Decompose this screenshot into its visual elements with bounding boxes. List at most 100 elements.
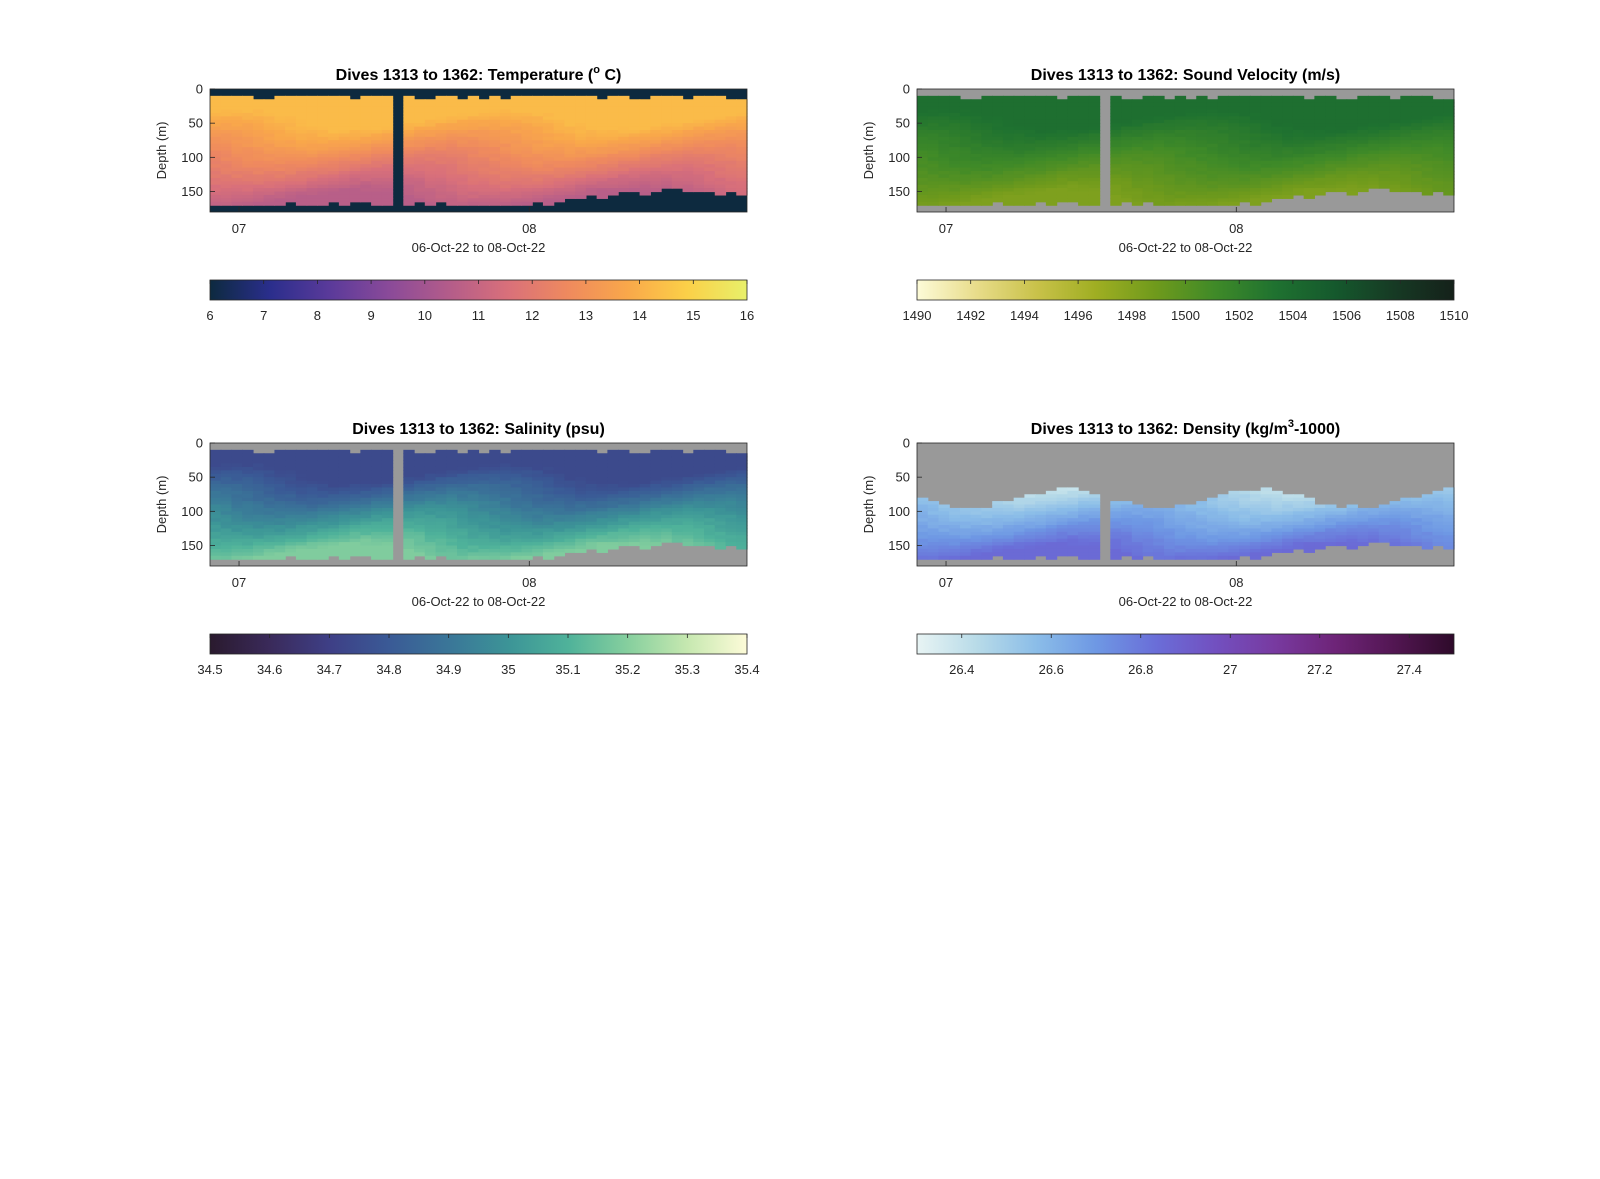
heatmap-cell — [639, 123, 651, 128]
heatmap-cell — [992, 150, 1004, 155]
heatmap-cell — [1432, 99, 1444, 104]
heatmap-cell — [532, 140, 544, 145]
heatmap-cell — [1035, 494, 1047, 499]
heatmap-cell — [220, 531, 233, 536]
axes-box — [916, 88, 1455, 213]
heatmap-cell — [532, 507, 544, 512]
heatmap-cell — [693, 177, 705, 182]
heatmap-cell — [532, 157, 544, 162]
heatmap-cell — [242, 191, 254, 196]
heatmap-cell — [618, 449, 630, 454]
heatmap-cell — [1002, 501, 1015, 506]
heatmap-cell — [542, 164, 555, 169]
heatmap-cell — [231, 201, 243, 206]
heatmap-cell — [220, 487, 233, 492]
heatmap-cell — [1013, 181, 1025, 186]
heatmap-cell — [1314, 133, 1326, 138]
heatmap-cell — [917, 535, 929, 540]
heatmap-cell — [435, 535, 447, 540]
heatmap-cell — [1239, 167, 1251, 172]
heatmap-cell — [1325, 147, 1337, 152]
heatmap-cell — [736, 514, 748, 519]
heatmap-cell — [1271, 174, 1283, 179]
heatmap-cell — [1035, 126, 1047, 131]
heatmap-cell — [360, 473, 372, 478]
heatmap-cell — [725, 535, 737, 540]
colorbar-tick-label: 34.8 — [376, 662, 401, 677]
heatmap-cell — [714, 480, 727, 485]
heatmap-cell — [1228, 140, 1240, 145]
heatmap-cell — [338, 470, 351, 475]
heatmap-cell — [650, 99, 662, 104]
heatmap-cell — [1335, 147, 1348, 152]
heatmap-cell — [661, 160, 673, 165]
heatmap-cell — [704, 542, 716, 547]
heatmap-cell — [338, 463, 351, 468]
heatmap-cell — [295, 167, 308, 172]
heatmap-cell — [1045, 521, 1058, 526]
heatmap-cell — [1131, 143, 1144, 148]
heatmap-cell — [1056, 130, 1068, 135]
heatmap-cell — [639, 545, 651, 550]
heatmap-cell — [1421, 184, 1434, 189]
heatmap-cell — [1185, 157, 1197, 162]
heatmap-cell — [1432, 136, 1444, 141]
heatmap-cell — [661, 490, 673, 495]
heatmap-cell — [585, 521, 598, 526]
heatmap-cell — [1292, 164, 1305, 169]
heatmap-cell — [725, 102, 737, 107]
heatmap-cell — [959, 525, 972, 530]
heatmap-cell — [1228, 188, 1240, 193]
heatmap-cells — [210, 449, 748, 560]
heatmap-cell — [671, 531, 684, 536]
heatmap-cell — [371, 470, 383, 475]
heatmap-cell — [992, 119, 1004, 124]
heatmap-cell — [521, 497, 533, 502]
heatmap-cell — [949, 164, 961, 169]
heatmap-cell — [1400, 167, 1412, 172]
heatmap-cell — [959, 521, 972, 526]
heatmap-cell — [628, 167, 641, 172]
heatmap-cell — [467, 460, 480, 465]
heatmap-cell — [585, 112, 598, 117]
heatmap-cell — [618, 188, 630, 193]
heatmap-cell — [1174, 130, 1187, 135]
heatmap-cell — [478, 109, 490, 114]
heatmap-cells — [917, 487, 1455, 560]
heatmap-cell — [274, 453, 286, 458]
heatmap-cell — [242, 123, 254, 128]
heatmap-cell — [1142, 133, 1154, 138]
heatmap-cell — [328, 147, 340, 152]
heatmap-cell — [938, 106, 950, 111]
heatmap-cell — [478, 484, 490, 489]
heatmap-cell — [285, 167, 297, 172]
heatmap-cell — [1067, 521, 1079, 526]
heatmap-cell — [1142, 518, 1154, 523]
heatmap-cell — [596, 548, 608, 553]
heatmap-cell — [981, 150, 993, 155]
heatmap-cell — [231, 501, 243, 506]
heatmap-cell — [510, 449, 523, 454]
heatmap-cell — [992, 177, 1004, 182]
heatmap-cell — [295, 511, 308, 516]
heatmap-cell — [564, 140, 576, 145]
heatmap-cell — [693, 484, 705, 489]
heatmap-cell — [585, 109, 598, 114]
heatmap-cell — [317, 518, 329, 523]
heatmap-cell — [1110, 112, 1122, 117]
heatmap-cell — [242, 140, 254, 145]
heatmap-cell — [231, 140, 243, 145]
heatmap-cell — [263, 463, 276, 468]
heatmap-cell — [1056, 112, 1068, 117]
heatmap-cell — [618, 542, 630, 547]
heatmap-cell — [725, 160, 737, 165]
heatmap-cell — [489, 542, 501, 547]
heatmap-cell — [510, 126, 523, 131]
heatmap-cell — [682, 184, 694, 189]
heatmap-cell — [671, 521, 684, 526]
heatmap-cell — [467, 456, 480, 461]
heatmap-cell — [263, 511, 276, 516]
heatmap-cell — [349, 501, 361, 506]
heatmap-cell — [220, 95, 233, 100]
